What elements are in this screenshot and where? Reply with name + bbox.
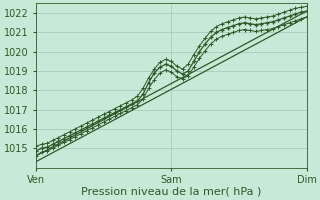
- X-axis label: Pression niveau de la mer( hPa ): Pression niveau de la mer( hPa ): [81, 187, 261, 197]
